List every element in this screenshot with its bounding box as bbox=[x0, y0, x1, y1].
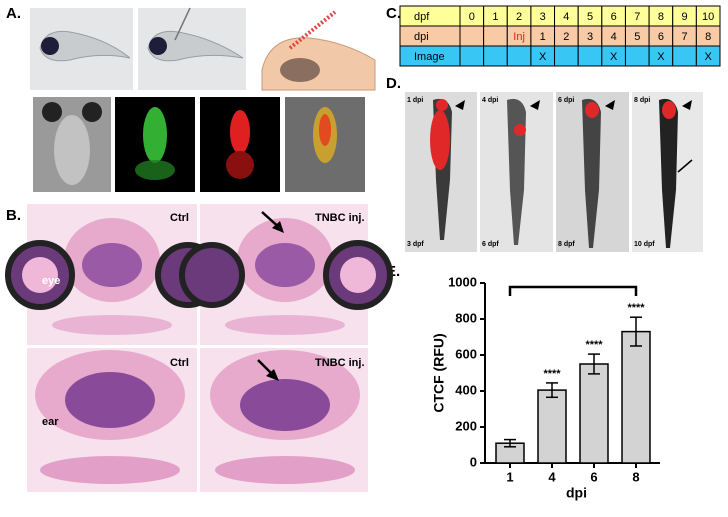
x-tick-label: 4 bbox=[548, 469, 556, 484]
x-axis-label: dpi bbox=[566, 485, 587, 501]
table-cell bbox=[483, 45, 508, 67]
histology-label: eye bbox=[42, 275, 60, 287]
x-tick-label: 1 bbox=[506, 469, 513, 484]
green-fluorescence-image bbox=[115, 97, 195, 192]
significance-label: **** bbox=[543, 368, 561, 380]
error-bar bbox=[588, 353, 600, 375]
error-bar bbox=[630, 316, 642, 347]
error-bar bbox=[504, 438, 516, 448]
panel-label: D. bbox=[386, 75, 401, 92]
y-tick-label: 400 bbox=[455, 382, 477, 397]
table-cell bbox=[459, 45, 485, 67]
histology-label: Ctrl bbox=[170, 357, 189, 369]
table-text: X bbox=[705, 51, 713, 63]
table-text: 1 bbox=[492, 11, 498, 23]
table-cell bbox=[399, 5, 461, 27]
histology-label: TNBC inj. bbox=[315, 357, 365, 369]
table-cell bbox=[506, 45, 532, 67]
larva-photo bbox=[30, 8, 133, 90]
table-text: 6 bbox=[658, 31, 664, 43]
table-text: 2 bbox=[563, 31, 569, 43]
histology-image bbox=[200, 348, 368, 492]
table-text: 5 bbox=[587, 11, 593, 23]
red-fluorescence-image bbox=[200, 97, 280, 192]
imaging-series bbox=[405, 92, 703, 252]
table-text: 1 bbox=[540, 31, 546, 43]
panel-label: C. bbox=[386, 5, 401, 22]
brightfield-image bbox=[33, 97, 111, 192]
table-cell bbox=[672, 45, 697, 67]
histology-label: ear bbox=[42, 416, 59, 428]
y-tick-label: 600 bbox=[455, 346, 477, 361]
table-cell bbox=[554, 45, 579, 67]
table-text: 3 bbox=[587, 31, 593, 43]
table-text: 3 bbox=[540, 11, 546, 23]
bar bbox=[621, 330, 651, 464]
injection-illustration bbox=[252, 8, 380, 91]
table-cell bbox=[624, 45, 650, 67]
imaging-labels: 1 dpi 4 dpi 6 dpi 8 dpi 3 dpf 6 dpf 8 dpf 10 dp… bbox=[407, 97, 655, 248]
table-text: 4 bbox=[611, 31, 617, 43]
bar bbox=[579, 363, 609, 464]
table-text: 7 bbox=[634, 11, 640, 23]
table-text: 4 bbox=[563, 11, 569, 23]
table-text: 8 bbox=[658, 11, 664, 23]
table-text: dpi bbox=[414, 31, 429, 43]
dpi-label: 4 dpi bbox=[482, 97, 498, 104]
y-tick-label: 1000 bbox=[448, 274, 477, 289]
table-text: 8 bbox=[705, 31, 711, 43]
error-bar bbox=[546, 382, 558, 399]
table-text: X bbox=[657, 51, 665, 63]
dpf-label: 3 dpf bbox=[407, 241, 424, 248]
table-text: 7 bbox=[681, 31, 687, 43]
timeline-table: dpf 0 1 2 3 4 5 6 7 8 9 10 dpi Inj 1 2 3 4 5 6 7 8 Image X X X X bbox=[399, 5, 721, 67]
table-text: Image bbox=[414, 51, 445, 63]
merged-image bbox=[285, 97, 365, 192]
table-text: 6 bbox=[611, 11, 617, 23]
table-text: X bbox=[610, 51, 618, 63]
bar-chart: 0 200 400 600 800 1000 CTCF (RFU) dpi 1 **** 4 ****… bbox=[431, 274, 660, 501]
significance-label: **** bbox=[627, 302, 645, 314]
dpi-label: 6 dpi bbox=[558, 97, 574, 104]
table-text: 2 bbox=[516, 11, 522, 23]
table-cell bbox=[695, 45, 721, 67]
table-text: 5 bbox=[634, 31, 640, 43]
histology-label: Ctrl bbox=[170, 212, 189, 224]
dpf-label: 8 dpf bbox=[558, 241, 575, 248]
dpi-label: 8 dpi bbox=[634, 97, 650, 104]
table-text: 10 bbox=[702, 11, 714, 23]
x-tick-label: 8 bbox=[632, 469, 639, 484]
table-cell bbox=[483, 25, 508, 47]
histology-image bbox=[179, 204, 393, 345]
significance-bracket bbox=[508, 285, 638, 296]
significance-label: **** bbox=[585, 339, 603, 351]
table-cell bbox=[459, 25, 485, 47]
y-tick-label: 200 bbox=[455, 418, 477, 433]
dpf-label: 10 dpf bbox=[634, 241, 655, 248]
panel-label: B. bbox=[6, 207, 21, 224]
table-text: 9 bbox=[681, 11, 687, 23]
table-text: Inj bbox=[513, 31, 525, 43]
dpi-label: 1 dpi bbox=[407, 97, 423, 104]
y-tick-label: 800 bbox=[455, 310, 477, 325]
y-tick-label: 0 bbox=[470, 454, 477, 469]
x-tick-label: 6 bbox=[590, 469, 597, 484]
bar bbox=[537, 389, 567, 464]
larva-injection-photo bbox=[138, 7, 246, 90]
table-text: 0 bbox=[469, 11, 475, 23]
histology-image bbox=[27, 348, 197, 492]
panel-label: A. bbox=[6, 5, 21, 22]
table-cell bbox=[577, 45, 603, 67]
table-text: dpf bbox=[414, 11, 430, 23]
dpf-label: 6 dpf bbox=[482, 241, 499, 248]
y-axis-label: CTCF (RFU) bbox=[431, 333, 447, 412]
histology-label: TNBC inj. bbox=[315, 212, 365, 224]
table-cell bbox=[399, 25, 461, 47]
table-text: X bbox=[539, 51, 547, 63]
